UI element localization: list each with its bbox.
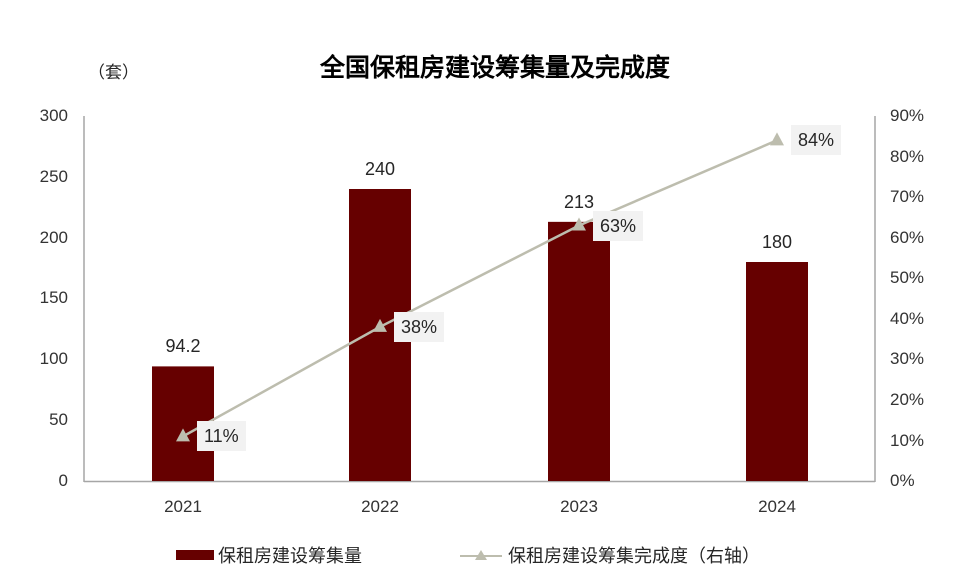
right-axis-tick: 80%	[890, 147, 925, 166]
triangle-marker-icon	[176, 428, 190, 442]
line-value-label: 84%	[791, 125, 842, 156]
legend: 保租房建设筹集量 保租房建设筹集完成度（右轴）	[0, 540, 978, 568]
x-axis-tick: 2021	[164, 497, 202, 516]
left-axis-tick: 250	[39, 167, 68, 186]
right-axis-tick: 90%	[890, 106, 925, 125]
line-value-label: 38%	[394, 311, 445, 342]
triangle-marker-icon	[373, 318, 387, 332]
triangle-marker-icon	[572, 217, 586, 231]
x-axis-tick: 2024	[758, 497, 796, 516]
line-value-label: 11%	[197, 421, 246, 452]
line-value-label: 63%	[593, 210, 644, 241]
legend-item-bar: 保租房建设筹集量	[176, 542, 362, 568]
left-axis-tick: 150	[39, 288, 68, 307]
x-axis-tick: 2023	[560, 497, 598, 516]
line-path	[182, 139, 778, 438]
left-axis-tick: 300	[39, 106, 68, 125]
bar	[746, 262, 808, 481]
chart-title: 全国保租房建设筹集量及完成度	[319, 54, 670, 82]
bar-series	[152, 189, 808, 481]
right-axis-tick: 40%	[890, 309, 925, 328]
right-axis-tick: 10%	[890, 431, 925, 450]
right-axis-tick: 20%	[890, 390, 925, 409]
right-axis-tick: 70%	[890, 187, 925, 206]
legend-line-triangle-icon	[460, 548, 502, 562]
y-axis-unit-label: （套）	[88, 63, 139, 82]
right-axis-tick: 60%	[890, 228, 925, 247]
legend-label: 保租房建设筹集量	[218, 546, 362, 566]
right-axis-tick: 30%	[890, 349, 925, 368]
left-axis-tick: 0	[58, 471, 68, 490]
left-axis-tick: 50	[49, 410, 68, 429]
bar-value-label: 180	[761, 232, 793, 252]
line-series	[176, 132, 784, 442]
x-axis-tick: 2022	[361, 497, 399, 516]
bar	[548, 221, 610, 481]
bar-value-label: 240	[364, 159, 396, 179]
right-axis-tick: 0%	[890, 471, 915, 490]
left-axis-tick: 200	[39, 228, 68, 247]
legend-bar-swatch	[176, 550, 214, 560]
right-axis-tick: 50%	[890, 268, 925, 287]
legend-label: 保租房建设筹集完成度（右轴）	[508, 546, 760, 566]
triangle-marker-icon	[770, 132, 784, 146]
bar-value-label: 94.2	[165, 336, 201, 357]
legend-item-line: 保租房建设筹集完成度（右轴）	[460, 542, 760, 568]
bar-value-label: 213	[563, 191, 595, 212]
left-axis-tick: 100	[39, 349, 68, 368]
